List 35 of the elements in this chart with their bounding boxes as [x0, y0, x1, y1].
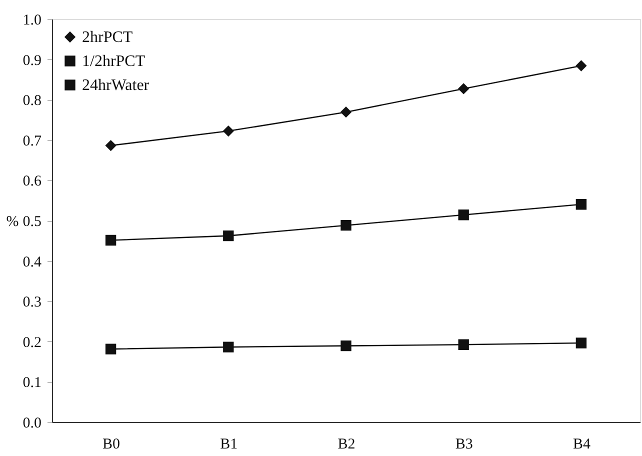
point: [105, 234, 116, 246]
y-tick-label: 0.9: [22, 52, 42, 69]
y-tick-label: 0.5: [22, 214, 42, 230]
point: [458, 83, 469, 94]
point: [576, 199, 587, 210]
point: [340, 106, 352, 118]
y-tick-label: 0.1: [22, 375, 42, 392]
point: [223, 230, 234, 242]
y-tick-label: 1.0: [22, 12, 42, 28]
y-axis-title: %: [6, 214, 19, 230]
point: [576, 60, 587, 72]
y-tick-label: 0.3: [22, 294, 42, 311]
point: [576, 338, 587, 348]
x-tick-label: B2: [338, 436, 356, 452]
point: [458, 339, 469, 350]
y-tick-label: 0.8: [22, 93, 42, 110]
y-tick-label: 0.6: [22, 174, 42, 190]
legend-label: 24hrWater: [82, 77, 150, 94]
legend-label: 2hrPCT: [82, 29, 133, 46]
point: [105, 344, 116, 354]
x-tick-label: B1: [220, 436, 238, 452]
point: [340, 340, 352, 352]
x-tick-label: B4: [572, 436, 591, 452]
point: [223, 342, 234, 352]
x-tick-label: B3: [455, 436, 473, 452]
legend-label: 1/2hrPCT: [82, 53, 146, 70]
point: [105, 140, 116, 151]
y-tick-label: 0.0: [22, 416, 42, 432]
point: [458, 210, 469, 220]
y-tick-label: 0.2: [22, 334, 42, 351]
point: [340, 220, 352, 231]
point: [223, 126, 234, 136]
x-tick-label: B0: [102, 436, 120, 452]
y-tick-label: 0.4: [22, 254, 42, 270]
y-tick-label: 0.7: [22, 133, 42, 150]
